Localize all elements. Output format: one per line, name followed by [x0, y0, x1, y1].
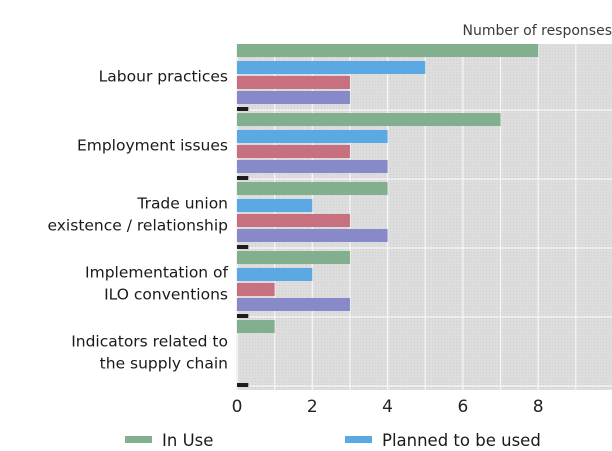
category-label: Labour practices [99, 68, 228, 86]
bar [237, 160, 388, 173]
bar [237, 229, 388, 242]
bar [237, 383, 249, 387]
bar [237, 245, 249, 249]
bar [237, 314, 249, 318]
bars [237, 44, 539, 387]
bar [237, 268, 313, 281]
legend-swatch [345, 436, 372, 443]
bar [237, 44, 539, 57]
legend-label: In Use [162, 431, 213, 450]
category-label: ILO conventions [104, 286, 228, 304]
bar [237, 182, 388, 195]
bar [237, 251, 350, 264]
category-labels: Labour practices Employment issues Trade u… [48, 68, 229, 373]
x-tick-label: 4 [382, 397, 393, 417]
bar [237, 199, 313, 212]
category-label: Employment issues [77, 137, 228, 155]
bar [237, 113, 501, 126]
category-label: Trade union [136, 195, 228, 213]
bar [237, 176, 249, 180]
category-label: existence / relationship [48, 217, 229, 235]
bar [237, 298, 350, 311]
legend-swatch [125, 436, 152, 443]
x-axis-title: Number of responses [462, 23, 612, 39]
bar [237, 145, 350, 158]
bar [237, 283, 275, 296]
legend-label: Planned to be used [382, 431, 541, 450]
bar [237, 107, 249, 111]
bar [237, 130, 388, 143]
x-tick-label: 6 [457, 397, 468, 417]
category-label: the supply chain [100, 355, 228, 373]
x-axis-ticks: 0 2 4 6 8 [232, 397, 544, 417]
bar [237, 76, 350, 89]
bar [237, 61, 426, 74]
category-label: Indicators related to [71, 333, 228, 351]
bar [237, 91, 350, 104]
legend: In Use Planned to be used [125, 431, 541, 450]
bar [237, 320, 275, 333]
x-tick-label: 8 [533, 397, 544, 417]
category-label: Implementation of [85, 264, 228, 282]
x-tick-label: 0 [232, 397, 243, 417]
x-tick-label: 2 [307, 397, 318, 417]
bar [237, 214, 350, 227]
